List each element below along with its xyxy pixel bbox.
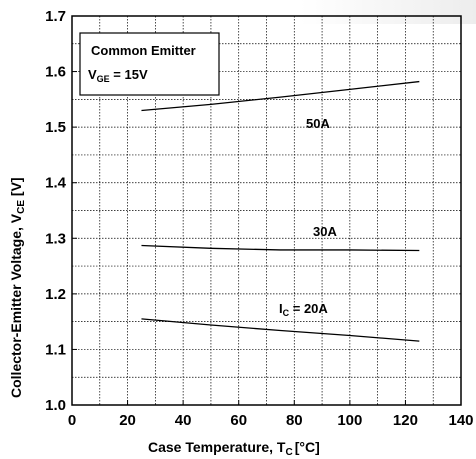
x-tick-label: 140 <box>448 412 473 429</box>
y-tick-label: 1.6 <box>45 64 66 81</box>
x-tick-label: 100 <box>337 412 362 429</box>
series-line-50a <box>141 80 420 112</box>
grid <box>71 15 462 406</box>
y-tick-label: 1.1 <box>45 341 66 358</box>
y-tick-label: 1.4 <box>45 175 67 192</box>
plot-frame <box>71 15 462 406</box>
legend-line2: VGE = 15V <box>88 67 148 84</box>
series-line-20a <box>141 318 420 342</box>
series-lines <box>141 80 420 342</box>
series-label-50a: 50A <box>306 116 330 131</box>
x-tick-label: 80 <box>286 412 303 429</box>
y-tick-label: 1.3 <box>45 230 66 247</box>
x-axis-title: Case Temperature, TC [°C] <box>148 439 320 458</box>
y-tick-label: 1.5 <box>45 119 66 136</box>
y-tick-label: 1.2 <box>45 286 66 303</box>
legend-line1: Common Emitter <box>91 43 196 58</box>
legend-box: Common Emitter VGE = 15V <box>79 32 220 96</box>
x-tick-label: 0 <box>68 412 76 429</box>
legend-frame <box>79 32 220 96</box>
tick-labels: 0 20 40 60 80 100 120 140 1.0 1.1 1.2 1.3 1.4 1.5 1.6 1… <box>45 8 473 429</box>
x-tick-label: 120 <box>393 412 418 429</box>
y-tick-label: 1.7 <box>45 8 66 25</box>
series-line-30a <box>141 244 420 252</box>
x-tick-label: 40 <box>175 412 192 429</box>
top-shade <box>300 0 476 24</box>
x-tick-label: 60 <box>230 412 247 429</box>
series-label-20a: IC = 20A <box>279 301 328 318</box>
x-tick-label: 20 <box>119 412 136 429</box>
series-label-30a: 30A <box>313 224 337 239</box>
y-axis-title: Collector-Emitter Voltage, VCE [V] <box>8 177 27 398</box>
y-tick-label: 1.0 <box>45 397 66 414</box>
